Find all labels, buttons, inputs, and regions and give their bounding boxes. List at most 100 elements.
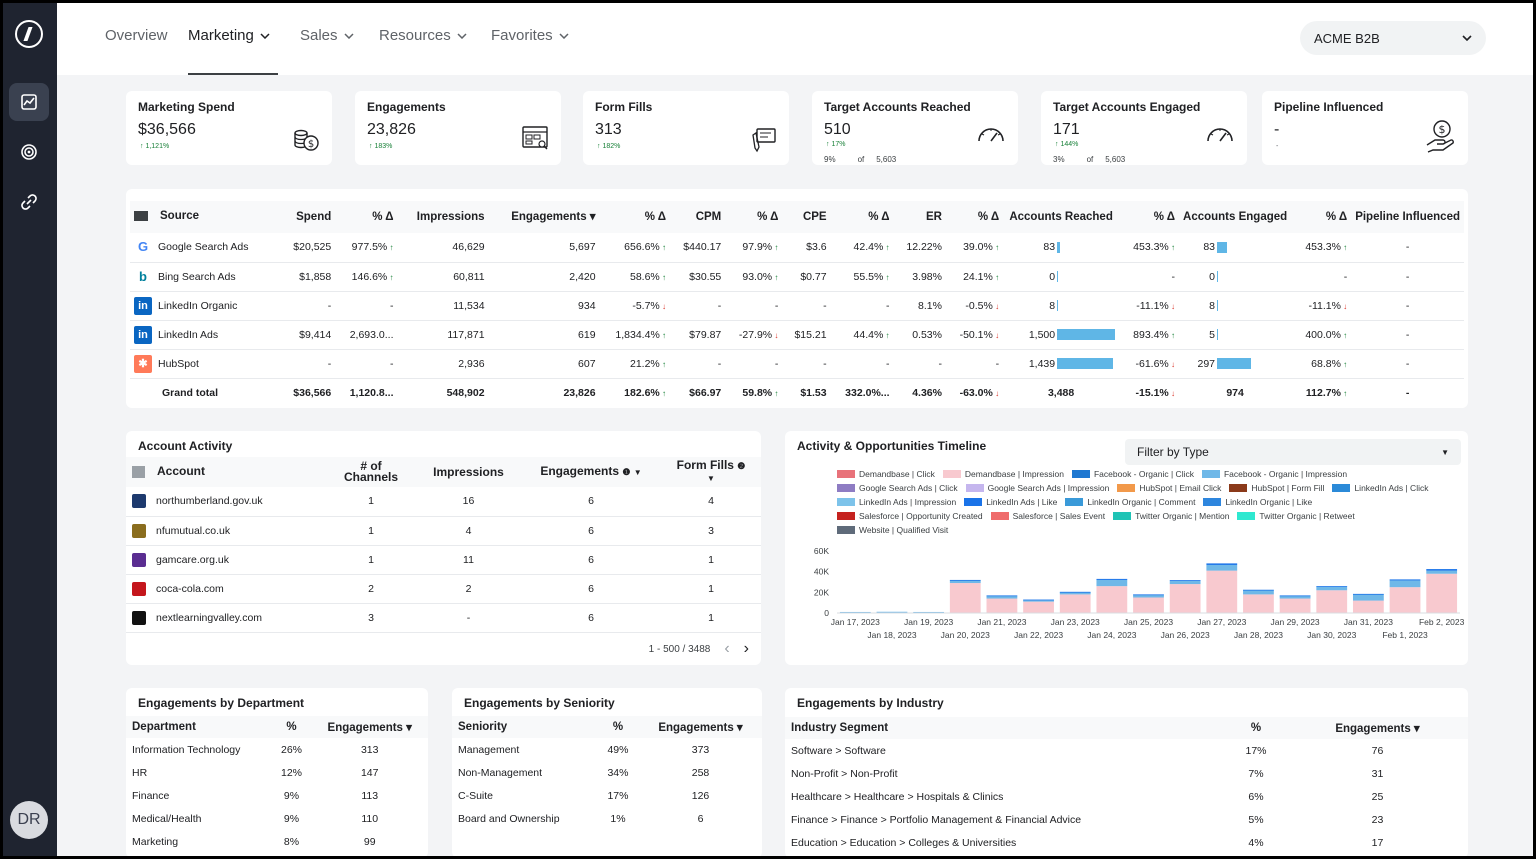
table-row[interactable]: Information Technology 26% 313	[126, 738, 428, 761]
legend-item[interactable]: Google Search Ads | Click	[837, 483, 958, 493]
next-page-icon[interactable]: ›	[743, 640, 749, 657]
legend-item[interactable]: Website | Qualified Visit	[837, 525, 948, 535]
table-row[interactable]: b Bing Search Ads $1,858 146.6% ↑ 60,811 2,42…	[130, 262, 1464, 292]
col-department[interactable]: Department	[126, 716, 272, 738]
nav-sales[interactable]: Sales	[300, 27, 354, 44]
col-impressions[interactable]: Impressions	[397, 201, 489, 233]
col-cpm[interactable]: CPM	[670, 201, 726, 233]
col-engagements[interactable]: Engagements ▾	[488, 201, 600, 233]
table-row[interactable]: C-Suite 17% 126	[452, 784, 762, 807]
col-pipeline[interactable]: Pipeline Influenced	[1351, 201, 1464, 233]
col-account[interactable]: Account	[126, 457, 326, 487]
cell-value: 0	[1209, 270, 1216, 283]
col-spend[interactable]: Spend	[280, 201, 336, 233]
table-row[interactable]: Finance > Finance > Portfolio Management…	[785, 808, 1468, 831]
cell-segment: Medical/Health	[132, 812, 202, 825]
col-engagements[interactable]: Engagements ▾	[1287, 717, 1468, 739]
table-row[interactable]: HR 12% 147	[126, 761, 428, 784]
table-row[interactable]: coca-cola.com 2 2 6 1	[126, 574, 761, 604]
legend-item[interactable]: Demandbase | Impression	[942, 469, 1064, 479]
legend-item[interactable]: LinkedIn Ads | Click	[1332, 483, 1428, 493]
col-source[interactable]: Source	[130, 201, 280, 233]
legend-item[interactable]: LinkedIn Ads | Like	[964, 497, 1057, 507]
legend-item[interactable]: Facebook - Organic | Impression	[1201, 469, 1347, 479]
cell-channels: 1	[326, 545, 416, 575]
target-icon[interactable]	[9, 133, 49, 171]
table-row[interactable]: nfumutual.co.uk 1 4 6 3	[126, 516, 761, 546]
nav-favorites[interactable]: Favorites	[491, 27, 569, 44]
legend-item[interactable]: Salesforce | Sales Event	[990, 511, 1105, 521]
table-row[interactable]: nextlearningvalley.com 3-6 1	[126, 603, 761, 633]
legend-item[interactable]: HubSpot | Form Fill	[1229, 483, 1324, 493]
table-row[interactable]: Non-Profit > Non-Profit 7% 31	[785, 762, 1468, 785]
col-pct[interactable]: %	[271, 716, 312, 738]
col-eng-delta[interactable]: % Δ	[599, 201, 671, 233]
col-engagements[interactable]: Engagements ▾	[311, 716, 428, 738]
table-row[interactable]: Software > Software 17% 76	[785, 739, 1468, 762]
avatar[interactable]: DR	[10, 801, 48, 839]
col-cpe[interactable]: CPE	[782, 201, 831, 233]
table-row[interactable]: Medical/Health 9% 110	[126, 807, 428, 830]
table-row[interactable]: ✱ HubSpot - -2,936 607 21.2% ↑ - - - - - -1,439 -61.…	[130, 349, 1464, 379]
table-row[interactable]: Management 49% 373	[452, 738, 762, 761]
table-row[interactable]: Non-Management 34% 258	[452, 761, 762, 784]
legend-swatch	[1332, 484, 1351, 492]
table-row[interactable]: in LinkedIn Organic - -11,534 934 -5.7% ↓ - - - -…	[130, 291, 1464, 321]
filter-by-type-dropdown[interactable]: Filter by Type ▼	[1125, 439, 1461, 465]
legend-item[interactable]: Twitter Organic | Mention	[1113, 511, 1229, 521]
legend-item[interactable]: LinkedIn Ads | Impression	[837, 497, 956, 507]
table-row[interactable]: Healthcare > Healthcare > Hospitals & Cl…	[785, 785, 1468, 808]
bar-segment	[1206, 570, 1238, 613]
legend-item[interactable]: LinkedIn Organic | Comment	[1065, 497, 1195, 507]
col-er[interactable]: ER	[893, 201, 946, 233]
col-engaged-delta[interactable]: % Δ	[1291, 201, 1352, 233]
col-pct[interactable]: %	[596, 716, 640, 738]
col-pct[interactable]: %	[1225, 717, 1287, 739]
col-reached-delta[interactable]: % Δ	[1119, 201, 1180, 233]
table-row[interactable]: Board and Ownership 1% 6	[452, 807, 762, 830]
table-row[interactable]: gamcare.org.uk 1 11 6 1	[126, 545, 761, 575]
table-row[interactable]: Education > Education > Colleges & Unive…	[785, 831, 1468, 854]
prev-page-icon[interactable]: ‹	[724, 640, 730, 657]
arrow-up-icon: ↑	[1340, 330, 1348, 340]
col-form-fills[interactable]: Form Fills ❷ ▼	[661, 457, 761, 487]
nav-resources[interactable]: Resources	[379, 27, 467, 44]
table-row[interactable]: Finance 9% 113	[126, 784, 428, 807]
col-cpe-delta[interactable]: % Δ	[830, 201, 894, 233]
table-row[interactable]: G Google Search Ads $20,525 977.5% ↑ 46,629 5…	[130, 233, 1464, 263]
legend-item[interactable]: LinkedIn Organic | Like	[1203, 497, 1312, 507]
col-spend-delta[interactable]: % Δ	[335, 201, 398, 233]
industry-card: Engagements by Industry Industry Segment…	[785, 688, 1468, 856]
cell-account[interactable]: northumberland.gov.uk	[126, 487, 326, 517]
legend-item[interactable]: Facebook - Organic | Click	[1071, 469, 1194, 479]
col-cpm-delta[interactable]: % Δ	[725, 201, 783, 233]
legend-item[interactable]: Demandbase | Click	[837, 469, 935, 479]
chart-icon[interactable]	[9, 83, 49, 121]
table-row[interactable]: Marketing 8% 99	[126, 830, 428, 853]
nav-marketing[interactable]: Marketing	[188, 27, 270, 44]
col-seniority[interactable]: Seniority	[452, 716, 597, 738]
legend-item[interactable]: Salesforce | Opportunity Created	[837, 511, 983, 521]
col-engagements[interactable]: Engagements ❶ ▼	[521, 457, 661, 487]
account-selector[interactable]: ACME B2B	[1300, 21, 1486, 55]
col-engagements[interactable]: Engagements ▾	[639, 716, 762, 738]
legend-item[interactable]: Twitter Organic | Retweet	[1237, 511, 1355, 521]
cell-account[interactable]: nfumutual.co.uk	[126, 516, 326, 546]
app-logo[interactable]	[15, 20, 43, 48]
link-icon[interactable]	[9, 183, 49, 221]
table-row[interactable]: in LinkedIn Ads $9,414 2,693.0... 117,871 619…	[130, 320, 1464, 350]
cell-account[interactable]: nextlearningvalley.com	[126, 603, 326, 633]
cell-account[interactable]: coca-cola.com	[126, 574, 326, 604]
cell-account[interactable]: gamcare.org.uk	[126, 545, 326, 575]
table-row[interactable]: northumberland.gov.uk 1 16 6 4	[126, 487, 761, 517]
col-industry[interactable]: Industry Segment	[785, 717, 1225, 739]
col-accounts-reached[interactable]: Accounts Reached	[1003, 201, 1120, 233]
legend-item[interactable]: Google Search Ads | Impression	[965, 483, 1109, 493]
col-er-delta[interactable]: % Δ	[945, 201, 1004, 233]
cell-pipeline: -	[1351, 291, 1464, 321]
col-accounts-engaged[interactable]: Accounts Engaged	[1179, 201, 1292, 233]
nav-overview[interactable]: Overview	[105, 27, 168, 44]
col-impressions[interactable]: Impressions	[416, 457, 521, 487]
legend-item[interactable]: HubSpot | Email Click	[1117, 483, 1221, 493]
col-channels[interactable]: # of Channels	[326, 457, 416, 487]
